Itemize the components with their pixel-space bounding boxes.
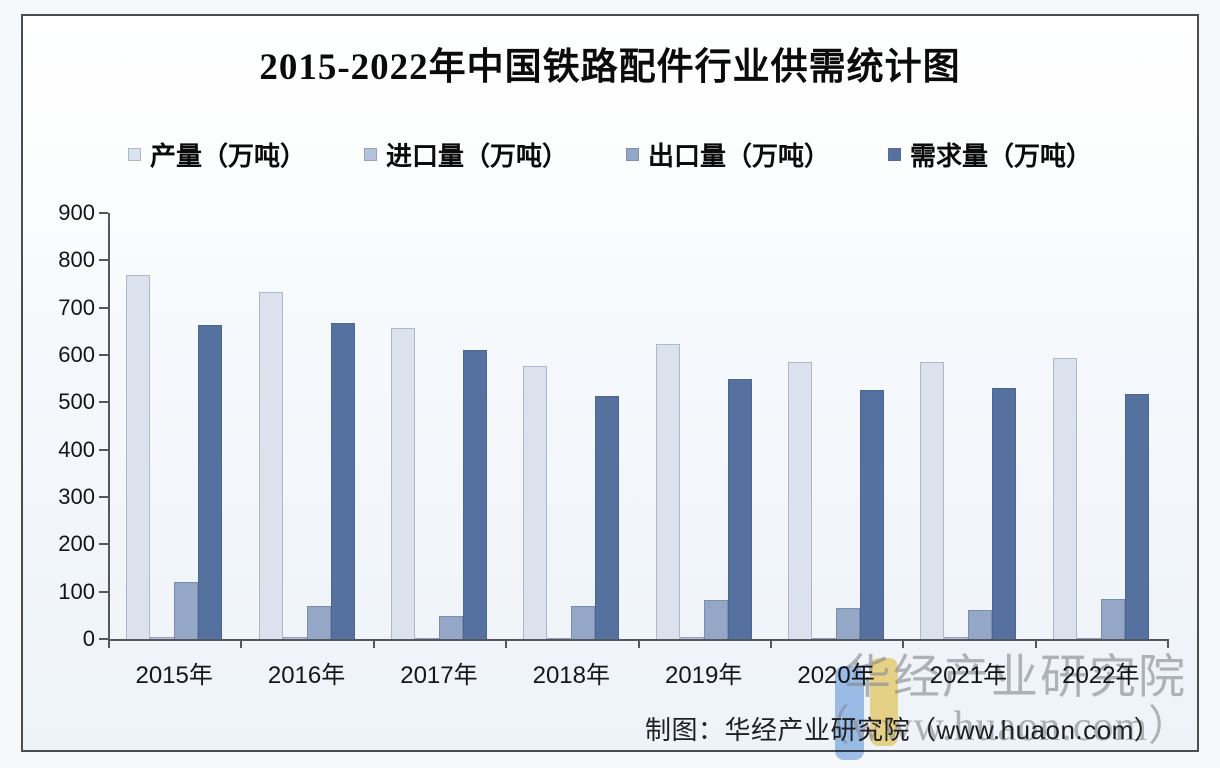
y-tick-label: 600 <box>58 342 95 367</box>
chart-frame: 2015-2022年中国铁路配件行业供需统计图 产量（万吨） 进口量（万吨） 出口量… <box>21 14 1199 760</box>
chart-legend: 产量（万吨） 进口量（万吨） 出口量（万吨） 需求量（万吨） <box>23 136 1197 173</box>
x-tick-mark <box>1167 641 1169 648</box>
x-tick-mark <box>769 641 772 648</box>
legend-label: 进口量（万吨） <box>385 142 568 171</box>
bar-产量（万吨）-2020年 <box>788 362 813 639</box>
legend-label: 出口量（万吨） <box>648 142 831 171</box>
x-tick-mark <box>108 641 110 648</box>
y-tick-mark <box>99 212 108 214</box>
x-tick-mark <box>637 641 640 648</box>
legend-swatch-icon <box>888 148 902 161</box>
bar-出口量（万吨）-2017年 <box>438 616 463 639</box>
x-tick-mark <box>902 641 905 648</box>
x-axis-label: 2017年 <box>400 662 478 689</box>
legend-item-2: 出口量（万吨） <box>626 136 830 173</box>
bar-产量（万吨）-2019年 <box>655 344 680 639</box>
bar-进口量（万吨）-2022年 <box>1076 638 1101 639</box>
y-tick-mark <box>99 306 108 309</box>
legend-swatch-icon <box>363 148 377 161</box>
chart-title: 2015-2022年中国铁路配件行业供需统计图 <box>259 47 961 88</box>
bar-需求量（万吨）-2018年 <box>595 396 620 639</box>
y-tick-mark <box>99 543 108 546</box>
bar-产量（万吨）-2016年 <box>258 292 283 639</box>
bar-进口量（万吨）-2018年 <box>547 638 572 639</box>
y-tick-label: 300 <box>58 484 95 509</box>
bar-出口量（万吨）-2022年 <box>1100 599 1125 639</box>
legend-item-3: 需求量（万吨） <box>888 136 1092 173</box>
y-tick-mark <box>99 496 108 498</box>
bar-出口量（万吨）-2020年 <box>836 608 861 639</box>
bar-进口量（万吨）-2016年 <box>282 637 307 639</box>
legend-label: 需求量（万吨） <box>910 142 1093 171</box>
bar-需求量（万吨）-2020年 <box>860 390 885 639</box>
x-axis-label: 2015年 <box>135 662 213 689</box>
y-tick-label: 500 <box>58 389 95 415</box>
x-axis-label: 2020年 <box>797 662 875 689</box>
bar-需求量（万吨）-2017年 <box>462 350 487 639</box>
bar-需求量（万吨）-2016年 <box>330 323 355 639</box>
y-tick-mark <box>99 354 108 356</box>
x-tick-mark <box>240 641 243 648</box>
bar-出口量（万吨）-2015年 <box>174 582 199 639</box>
bar-出口量（万吨）-2016年 <box>306 606 331 639</box>
x-axis <box>108 639 1169 641</box>
bar-进口量（万吨）-2021年 <box>944 637 969 639</box>
bar-产量（万吨）-2017年 <box>390 328 415 639</box>
bar-产量（万吨）-2015年 <box>126 275 151 639</box>
y-tick-label: 100 <box>58 578 95 604</box>
bar-进口量（万吨）-2020年 <box>812 638 837 639</box>
legend-item-1: 进口量（万吨） <box>363 136 568 173</box>
bar-进口量（万吨）-2019年 <box>679 637 704 639</box>
x-tick-mark <box>372 641 375 648</box>
y-tick-mark <box>99 590 108 593</box>
y-axis <box>108 213 110 641</box>
bar-出口量（万吨）-2021年 <box>968 610 993 639</box>
bar-产量（万吨）-2021年 <box>920 362 945 639</box>
bar-产量（万吨）-2022年 <box>1052 358 1077 639</box>
y-tick-mark <box>99 259 108 262</box>
y-tick-mark <box>99 448 108 451</box>
bar-需求量（万吨）-2022年 <box>1124 394 1149 639</box>
y-tick-label: 900 <box>58 200 95 225</box>
bar-进口量（万吨）-2017年 <box>414 638 439 639</box>
legend-item-0: 产量（万吨） <box>127 136 306 173</box>
bar-出口量（万吨）-2019年 <box>703 600 728 639</box>
chart-plot: 0 100 200 300 400 500 600 700 800 900 2015年 2016年 20… <box>23 16 1197 750</box>
x-axis-label: 2019年 <box>664 662 743 689</box>
legend-swatch-icon <box>127 148 141 161</box>
bar-进口量（万吨）-2015年 <box>150 637 175 639</box>
y-tick-mark <box>99 638 108 640</box>
x-tick-mark <box>1034 641 1037 648</box>
source-credit-text: 制图：华经产业研究院（www.huaon.com） <box>645 715 1161 745</box>
legend-label: 产量（万吨） <box>149 142 306 171</box>
x-axis-label: 2021年 <box>929 662 1008 689</box>
x-axis-label: 2022年 <box>1062 662 1140 689</box>
bar-需求量（万吨）-2021年 <box>992 388 1017 639</box>
y-tick-label: 700 <box>58 294 95 320</box>
y-tick-label: 400 <box>58 436 95 462</box>
x-axis-label: 2018年 <box>532 662 610 689</box>
y-tick-label: 200 <box>58 531 95 557</box>
x-tick-mark <box>505 641 508 648</box>
bar-需求量（万吨）-2019年 <box>727 379 752 639</box>
bar-出口量（万吨）-2018年 <box>571 606 596 639</box>
bar-产量（万吨）-2018年 <box>523 366 548 639</box>
y-tick-mark <box>99 401 108 404</box>
legend-swatch-icon <box>626 148 639 161</box>
y-tick-label: 800 <box>58 247 95 273</box>
bar-需求量（万吨）-2015年 <box>198 325 223 639</box>
x-axis-label: 2016年 <box>267 662 346 689</box>
y-tick-label: 0 <box>82 626 95 651</box>
